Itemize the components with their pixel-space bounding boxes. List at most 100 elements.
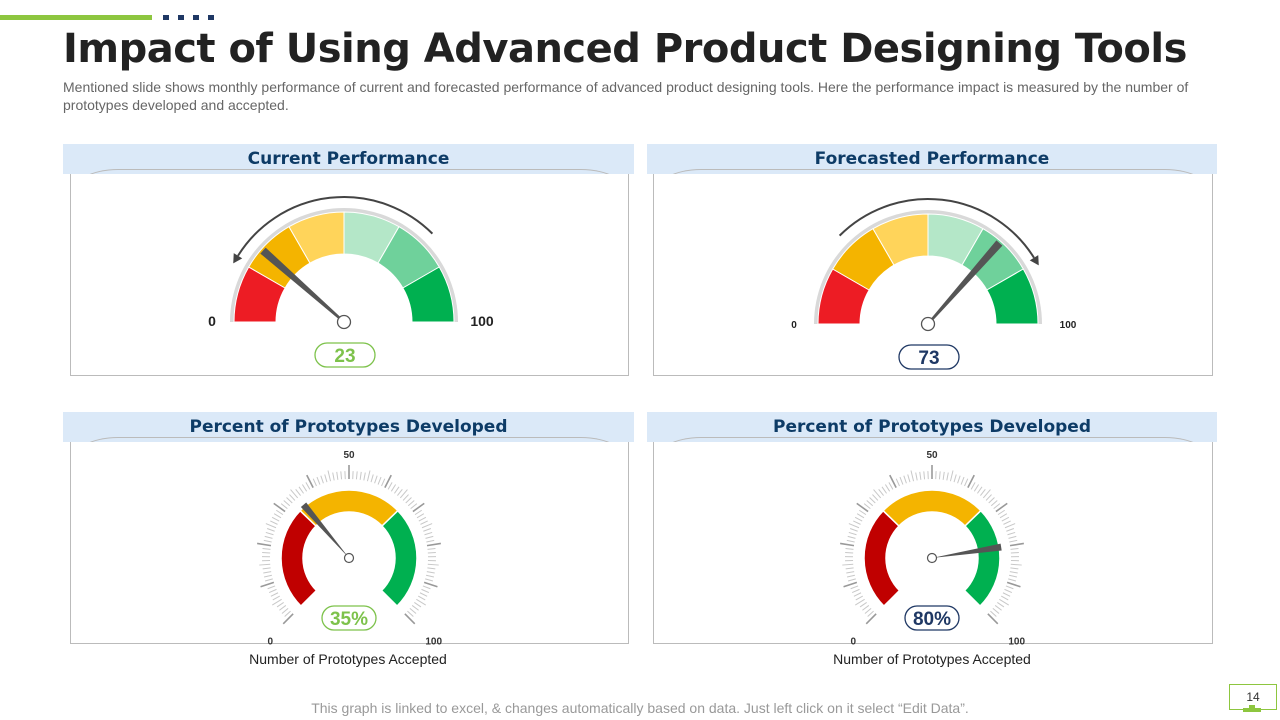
gauge-tick (1004, 588, 1013, 594)
gauge-tick (276, 601, 284, 608)
gauge-tick (264, 578, 273, 582)
gauge-tick (324, 474, 328, 483)
gauge-tick (910, 470, 915, 482)
prototypes-gauge-1: 50 0 100 35% (257, 450, 442, 648)
gauge-tick (873, 489, 882, 499)
gauge-value: 35% (330, 609, 368, 630)
gauge-tick (1008, 535, 1017, 539)
gauge-tick (270, 520, 278, 525)
gauge-tick (273, 502, 286, 513)
caption-prototypes-accepted-2: Number of Prototypes Accepted (833, 651, 1031, 667)
gauge-tick (268, 588, 277, 594)
gauge-tick (923, 471, 926, 480)
gauge-band-red (863, 509, 901, 608)
gauge-tick (424, 531, 433, 536)
gauge-tick (1002, 592, 1011, 597)
forecasted-performance-gauge: 0 100 73 (791, 198, 1077, 370)
gauge-tick (859, 601, 867, 608)
gauge-tick (938, 471, 941, 480)
gauge-tick (263, 539, 272, 543)
gauge-segment (402, 266, 455, 323)
gauge-tick (427, 547, 436, 550)
gauge-tick (397, 488, 403, 496)
gauge-min-label: 0 (268, 637, 274, 648)
page-number-stand (1249, 705, 1255, 709)
gauge-tick (970, 482, 976, 490)
gauge-tick (425, 535, 434, 539)
gauge-tick (426, 571, 435, 574)
gauge-tick (281, 607, 289, 614)
gauge-tick (847, 535, 856, 539)
gauge-tick (884, 484, 891, 492)
gauge-max-label: 100 (1060, 320, 1077, 331)
gauge-tick (881, 486, 887, 494)
gauge-tick (846, 574, 856, 578)
gauge-value: 73 (918, 348, 939, 369)
gauge-tick (284, 610, 291, 617)
gauge-tick (1009, 539, 1018, 543)
gauge-tick (854, 516, 863, 522)
gauge-tick (370, 474, 374, 483)
gauge-needle-pivot (926, 552, 938, 564)
gauge-tick (416, 513, 425, 519)
gauge-tick (355, 471, 358, 480)
gauge-tick (1004, 523, 1016, 529)
gauge-tick (899, 476, 904, 485)
gauge-tick (888, 482, 894, 490)
gauge-mid-label: 50 (343, 450, 355, 461)
gauge-tick (394, 486, 400, 494)
gauge-tick (848, 531, 857, 536)
gauge-tick (286, 497, 293, 504)
gauge-tick (414, 601, 422, 608)
gauge-band-green (380, 509, 418, 608)
gauge-tick (988, 497, 995, 504)
gauge-tick (995, 502, 1008, 513)
accent-line (0, 15, 152, 20)
gauge-tick (390, 484, 397, 492)
gauge-tick (426, 539, 435, 543)
gauge-tick (272, 598, 282, 606)
gauge-badge (898, 344, 960, 370)
gauge-tick (845, 567, 854, 570)
gauge-needle-pivot (336, 314, 352, 330)
gauge-tick (280, 503, 288, 509)
gauge-tick (846, 539, 855, 543)
gauge-tick (1010, 563, 1022, 566)
gauge-tick (405, 497, 412, 504)
gauge-tick (856, 502, 869, 513)
gauge-tick (942, 471, 945, 480)
direction-arrow-head (1029, 255, 1039, 266)
gauge-tick (872, 494, 879, 501)
gauge-tick (377, 476, 382, 485)
gauge-tick (855, 595, 864, 601)
gauge-tick (289, 494, 296, 501)
gauge-tick (279, 605, 287, 611)
gauge-tick (889, 474, 897, 488)
gauge-tick (990, 500, 998, 507)
gauge-tick (867, 610, 874, 617)
gauge-tick (282, 613, 294, 625)
gauge-tick (271, 516, 280, 522)
gauge-tick (840, 542, 855, 547)
gauge-tick (427, 552, 436, 554)
gauge-tick (427, 563, 439, 566)
gauge-tick (982, 489, 991, 499)
gauge-tick (414, 509, 422, 516)
gauge-value: 80% (913, 609, 951, 630)
gauge-tick (298, 486, 304, 494)
gauge-tick (419, 592, 428, 597)
gauge-tick (416, 598, 426, 606)
gauge-tick (359, 471, 362, 480)
gauge-tick (845, 552, 854, 554)
gauge-tick (1009, 571, 1018, 574)
gauge-tick (1005, 585, 1014, 590)
gauge-tick (290, 489, 299, 499)
gauge-tick (1000, 595, 1009, 601)
gauge-needle (927, 240, 1003, 325)
gauge-tick (997, 509, 1005, 516)
gauge-tick (862, 605, 870, 611)
gauge-tick (305, 482, 311, 490)
gauge-tick (423, 581, 438, 588)
gauge-tick (374, 475, 378, 484)
gauge-tick (895, 478, 900, 487)
